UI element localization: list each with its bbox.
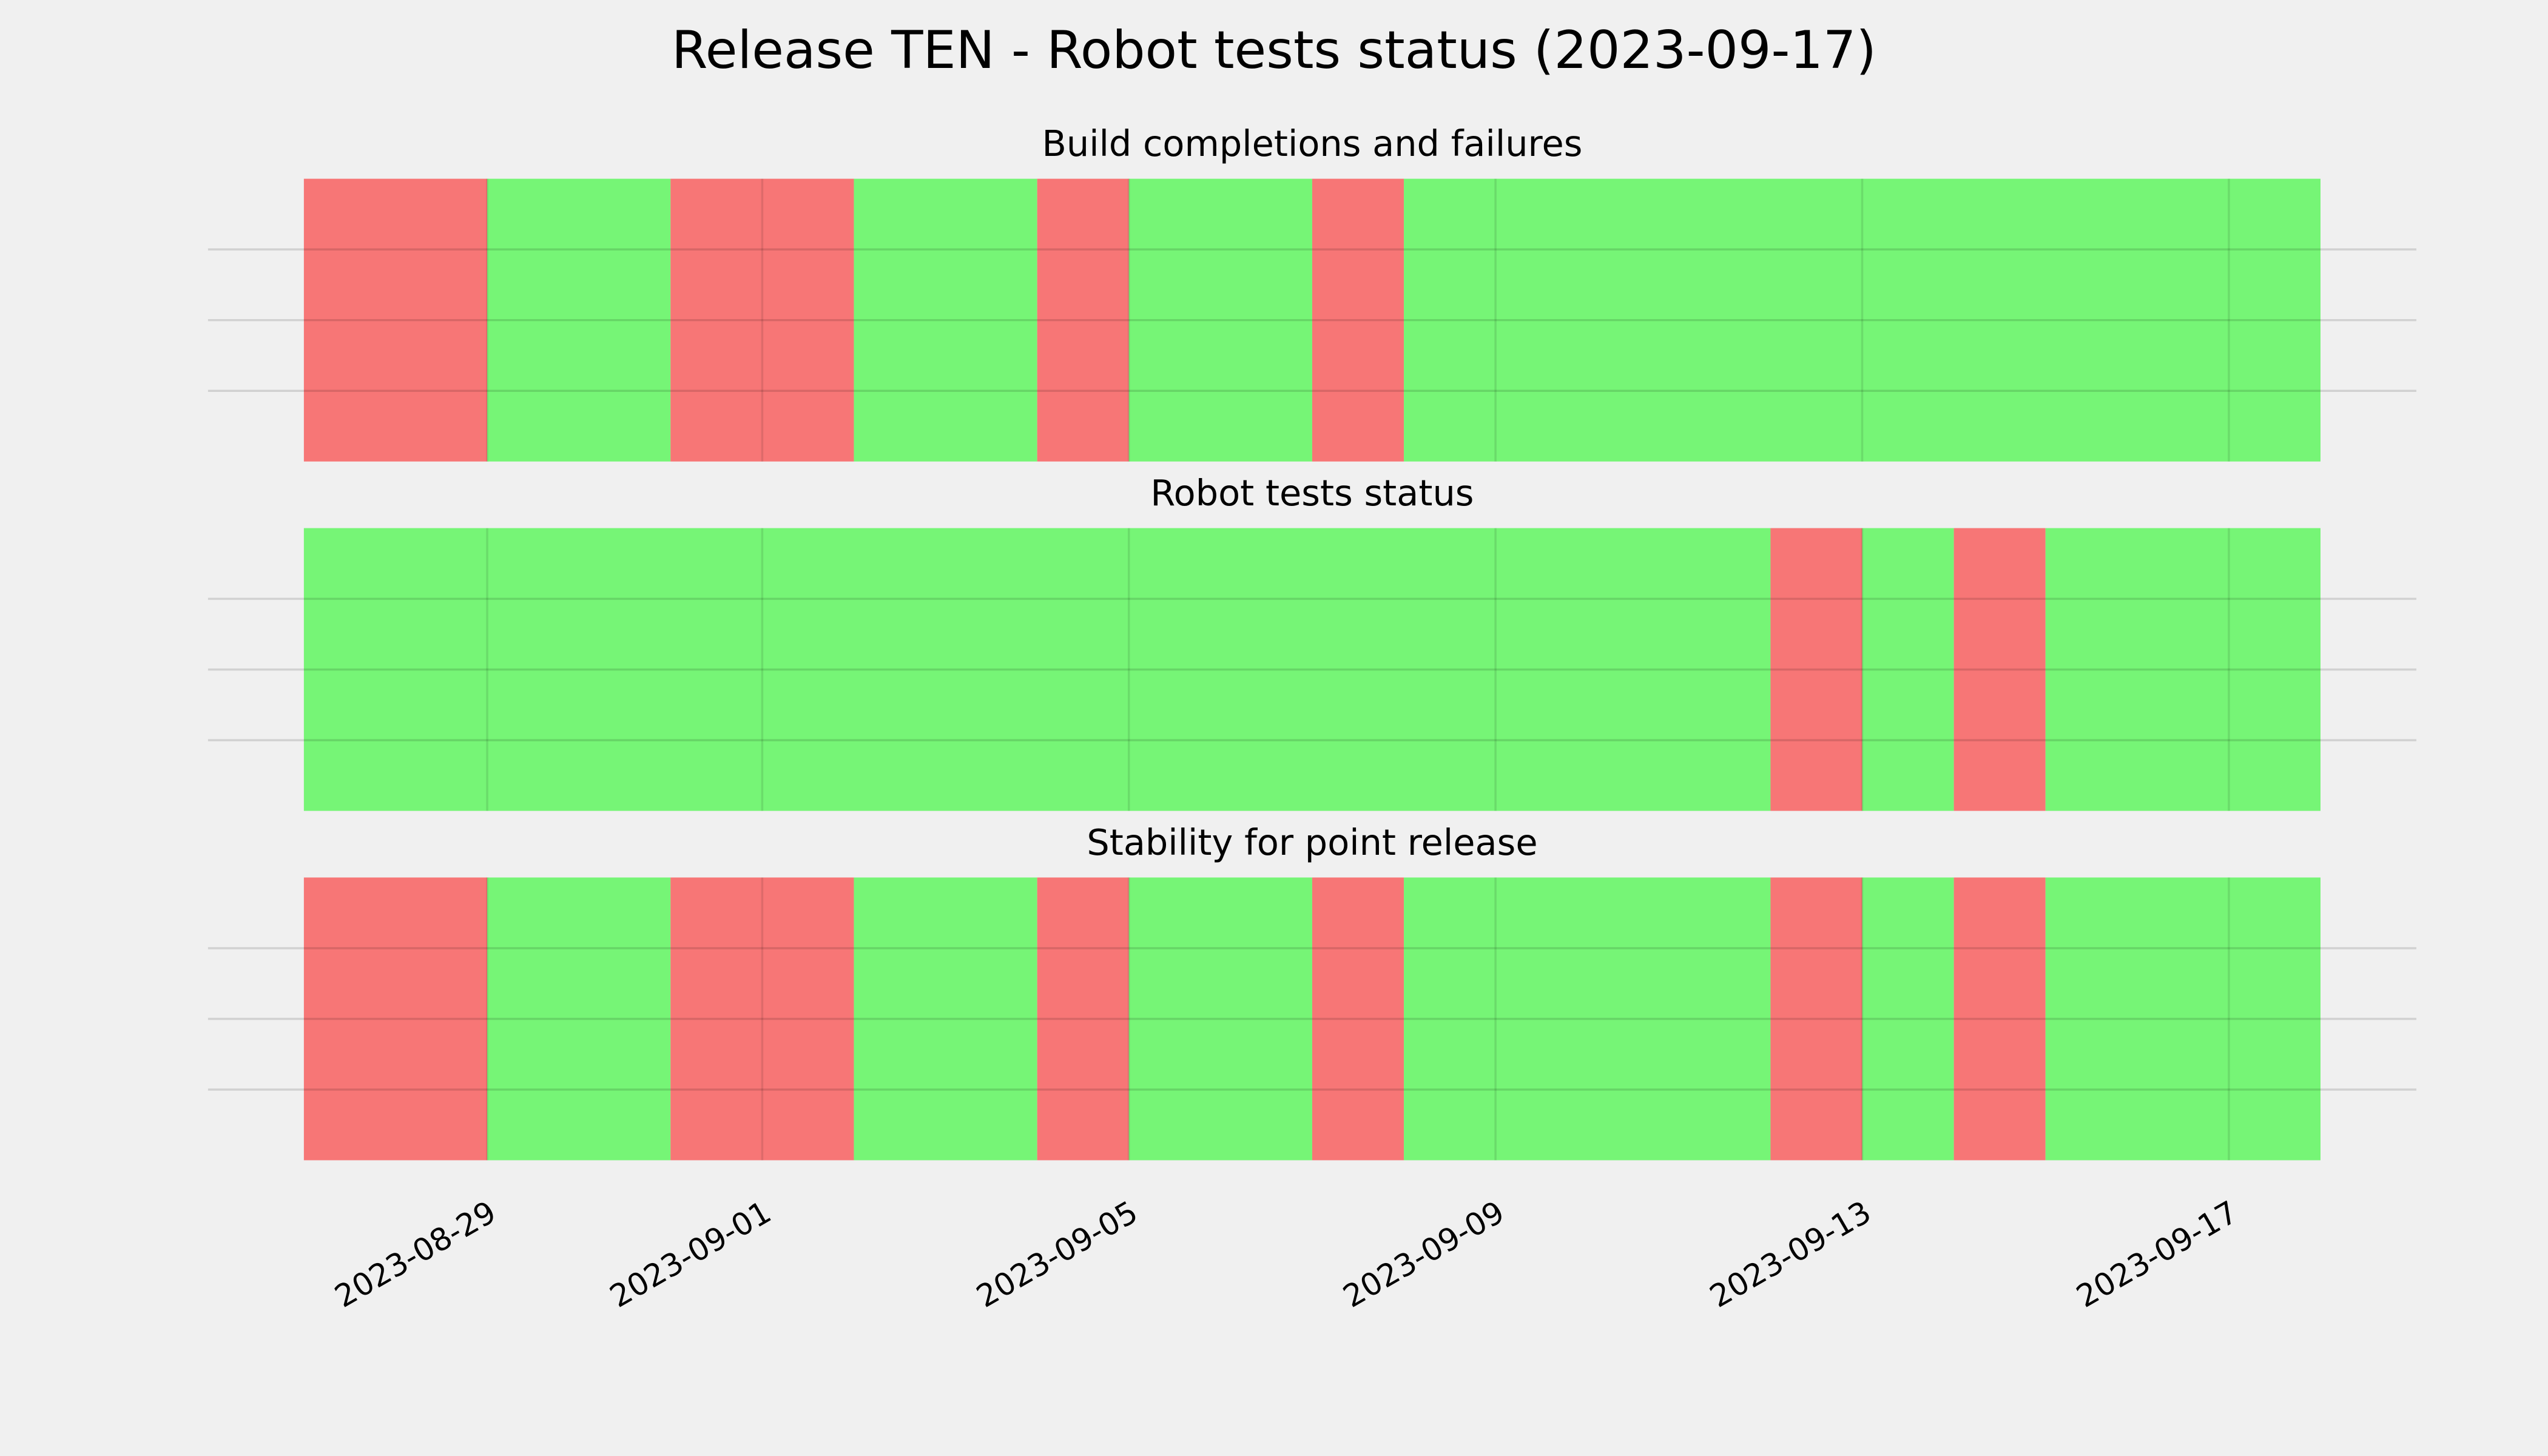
status-segment <box>854 178 1037 462</box>
status-segment <box>1128 178 1312 462</box>
status-segment <box>487 178 671 462</box>
status-segment <box>1862 877 1954 1161</box>
status-segment <box>1770 877 1862 1161</box>
figure-title: Release TEN - Robot tests status (2023-0… <box>672 20 1876 81</box>
status-segment <box>2045 877 2320 1161</box>
subplot-title: Build completions and failures <box>1042 123 1582 164</box>
status-segment <box>1037 877 1129 1161</box>
status-segment <box>1953 877 2046 1161</box>
subplot-title: Stability for point release <box>1087 821 1537 863</box>
subplot-title: Robot tests status <box>1150 472 1474 514</box>
status-segment <box>1404 178 2320 462</box>
status-segment <box>487 877 671 1161</box>
status-segment <box>1770 528 1862 811</box>
status-segment <box>670 178 854 462</box>
status-segment <box>1037 178 1129 462</box>
status-segment <box>1312 877 1404 1161</box>
status-segment <box>670 877 854 1161</box>
status-segment <box>2045 528 2320 811</box>
status-segment <box>303 178 488 462</box>
status-segment <box>1404 877 1771 1161</box>
status-segment <box>303 877 488 1161</box>
status-segment <box>1128 877 1312 1161</box>
status-segment <box>854 877 1037 1161</box>
status-segment <box>1862 528 1954 811</box>
status-segment <box>1312 178 1404 462</box>
status-segment <box>303 528 1771 811</box>
status-segment <box>1953 528 2046 811</box>
